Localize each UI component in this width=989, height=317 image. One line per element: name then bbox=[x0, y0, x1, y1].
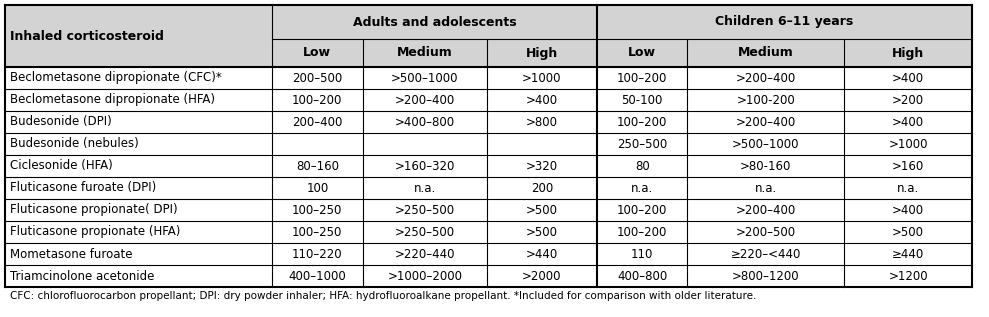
Text: 200–400: 200–400 bbox=[292, 115, 342, 128]
Text: >1000: >1000 bbox=[888, 138, 928, 151]
Text: >500–1000: >500–1000 bbox=[732, 138, 799, 151]
Bar bbox=[5, 265, 972, 287]
Bar bbox=[272, 5, 597, 39]
Bar bbox=[487, 39, 597, 67]
Text: >400: >400 bbox=[892, 115, 924, 128]
Text: >1000–2000: >1000–2000 bbox=[388, 269, 462, 282]
Bar bbox=[5, 155, 972, 177]
Text: >400: >400 bbox=[526, 94, 558, 107]
Text: n.a.: n.a. bbox=[755, 182, 777, 195]
Text: >500–1000: >500–1000 bbox=[391, 72, 459, 85]
Bar bbox=[5, 243, 972, 265]
Text: >400–800: >400–800 bbox=[395, 115, 455, 128]
Text: ≥220–<440: ≥220–<440 bbox=[731, 248, 801, 261]
Text: 50-100: 50-100 bbox=[621, 94, 663, 107]
Text: Beclometasone dipropionate (CFC)*: Beclometasone dipropionate (CFC)* bbox=[10, 72, 222, 85]
Text: 80: 80 bbox=[635, 159, 650, 172]
Text: 200–500: 200–500 bbox=[292, 72, 342, 85]
Text: >320: >320 bbox=[526, 159, 558, 172]
Text: >200–400: >200–400 bbox=[736, 204, 796, 217]
Text: >800–1200: >800–1200 bbox=[732, 269, 800, 282]
Text: >2000: >2000 bbox=[522, 269, 562, 282]
Text: CFC: chlorofluorocarbon propellant; DPI: dry powder inhaler; HFA: hydrofluoroalk: CFC: chlorofluorocarbon propellant; DPI:… bbox=[10, 291, 757, 301]
Text: >1000: >1000 bbox=[522, 72, 562, 85]
Text: Medium: Medium bbox=[738, 47, 794, 60]
Bar bbox=[597, 39, 687, 67]
Text: ≥440: ≥440 bbox=[892, 248, 925, 261]
Text: Fluticasone propionate( DPI): Fluticasone propionate( DPI) bbox=[10, 204, 178, 217]
Text: Ciclesonide (HFA): Ciclesonide (HFA) bbox=[10, 159, 113, 172]
Text: Low: Low bbox=[304, 47, 331, 60]
Text: >160: >160 bbox=[892, 159, 925, 172]
Text: >400: >400 bbox=[892, 204, 924, 217]
Text: Fluticasone furoate (DPI): Fluticasone furoate (DPI) bbox=[10, 182, 156, 195]
Text: 100–250: 100–250 bbox=[292, 225, 342, 238]
Bar bbox=[363, 39, 487, 67]
Bar bbox=[5, 221, 972, 243]
Text: >500: >500 bbox=[526, 204, 558, 217]
Text: >500: >500 bbox=[526, 225, 558, 238]
Text: Beclometasone dipropionate (HFA): Beclometasone dipropionate (HFA) bbox=[10, 94, 215, 107]
Bar bbox=[5, 287, 972, 305]
Text: >200: >200 bbox=[892, 94, 924, 107]
Text: >100-200: >100-200 bbox=[737, 94, 795, 107]
Bar bbox=[687, 39, 845, 67]
Text: High: High bbox=[526, 47, 558, 60]
Text: Medium: Medium bbox=[397, 47, 453, 60]
Text: Triamcinolone acetonide: Triamcinolone acetonide bbox=[10, 269, 154, 282]
Text: 100–200: 100–200 bbox=[617, 225, 668, 238]
Text: >1200: >1200 bbox=[888, 269, 928, 282]
Text: 200: 200 bbox=[531, 182, 553, 195]
Bar bbox=[5, 199, 972, 221]
Text: >400: >400 bbox=[892, 72, 924, 85]
Text: 100–200: 100–200 bbox=[292, 94, 342, 107]
Text: Mometasone furoate: Mometasone furoate bbox=[10, 248, 133, 261]
Text: Budesonide (nebules): Budesonide (nebules) bbox=[10, 138, 138, 151]
Bar bbox=[5, 5, 272, 67]
Bar bbox=[272, 39, 363, 67]
Text: >200–400: >200–400 bbox=[395, 94, 455, 107]
Bar bbox=[5, 133, 972, 155]
Text: Adults and adolescents: Adults and adolescents bbox=[353, 16, 516, 29]
Text: Children 6–11 years: Children 6–11 years bbox=[715, 16, 854, 29]
Text: >80-160: >80-160 bbox=[740, 159, 791, 172]
Text: 100–200: 100–200 bbox=[617, 115, 668, 128]
Text: n.a.: n.a. bbox=[897, 182, 919, 195]
Text: >200–400: >200–400 bbox=[736, 115, 796, 128]
Text: 100–200: 100–200 bbox=[617, 72, 668, 85]
Bar bbox=[5, 177, 972, 199]
Text: Budesonide (DPI): Budesonide (DPI) bbox=[10, 115, 112, 128]
Bar bbox=[5, 67, 972, 89]
Text: 110: 110 bbox=[631, 248, 654, 261]
Text: Low: Low bbox=[628, 47, 657, 60]
Text: 250–500: 250–500 bbox=[617, 138, 668, 151]
Text: >500: >500 bbox=[892, 225, 924, 238]
Text: >250–500: >250–500 bbox=[395, 225, 455, 238]
Text: >220–440: >220–440 bbox=[395, 248, 455, 261]
Text: 100–250: 100–250 bbox=[292, 204, 342, 217]
Text: 100: 100 bbox=[307, 182, 328, 195]
Text: >800: >800 bbox=[526, 115, 558, 128]
Text: >250–500: >250–500 bbox=[395, 204, 455, 217]
Text: 80–160: 80–160 bbox=[296, 159, 339, 172]
Text: 400–800: 400–800 bbox=[617, 269, 668, 282]
Text: 400–1000: 400–1000 bbox=[289, 269, 346, 282]
Text: Inhaled corticosteroid: Inhaled corticosteroid bbox=[10, 29, 164, 42]
Text: n.a.: n.a. bbox=[413, 182, 436, 195]
Text: >160–320: >160–320 bbox=[395, 159, 455, 172]
Bar bbox=[845, 39, 972, 67]
Bar bbox=[597, 5, 972, 39]
Text: n.a.: n.a. bbox=[631, 182, 654, 195]
Text: 100–200: 100–200 bbox=[617, 204, 668, 217]
Text: >440: >440 bbox=[526, 248, 558, 261]
Text: Fluticasone propionate (HFA): Fluticasone propionate (HFA) bbox=[10, 225, 180, 238]
Bar bbox=[5, 89, 972, 111]
Text: High: High bbox=[892, 47, 925, 60]
Text: >200–400: >200–400 bbox=[736, 72, 796, 85]
Bar bbox=[5, 111, 972, 133]
Text: 110–220: 110–220 bbox=[292, 248, 342, 261]
Text: >200–500: >200–500 bbox=[736, 225, 796, 238]
